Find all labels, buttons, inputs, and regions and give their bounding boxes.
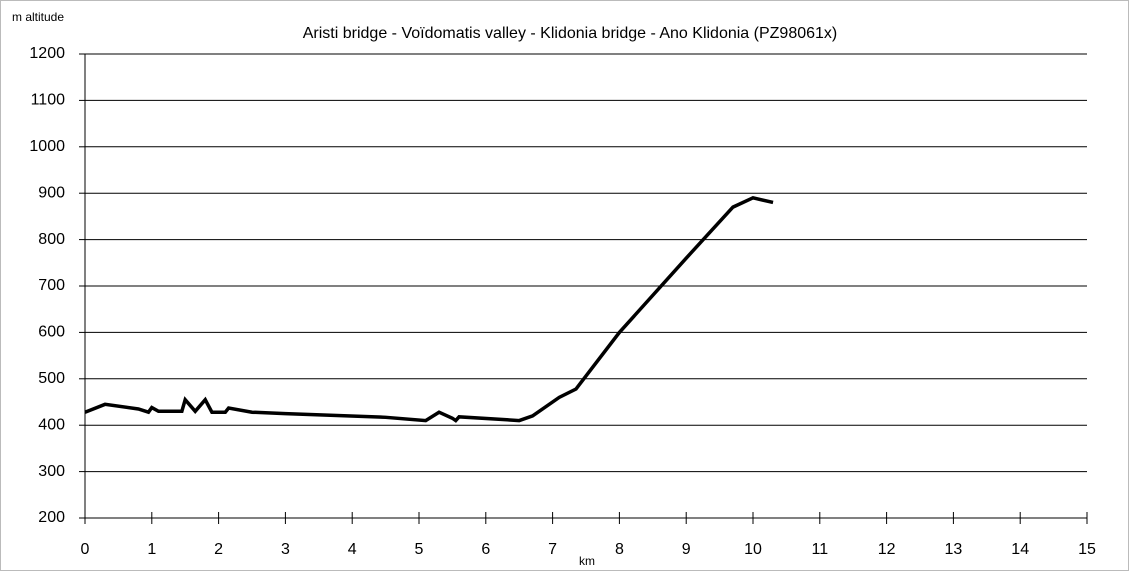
x-tick-label: 4 [348,541,357,558]
x-tick-label: 12 [878,541,896,558]
y-tick-label: 200 [38,509,65,526]
x-tick-label: 0 [81,541,90,558]
y-tick-label: 400 [38,416,65,433]
y-tick-label: 1000 [29,138,65,155]
y-axis-label: m altitude [12,10,64,24]
y-tick-label: 700 [38,277,65,294]
x-tick-label: 2 [214,541,223,558]
x-tick-label: 5 [415,541,424,558]
y-tick-label: 900 [38,184,65,201]
y-tick-label: 600 [38,324,65,341]
x-tick-label: 11 [811,541,828,558]
x-tick-label: 3 [281,541,290,558]
x-tick-label: 8 [615,541,624,558]
y-tick-label: 1200 [29,45,65,62]
x-tick-label: 14 [1011,541,1029,558]
y-tick-label: 800 [38,231,65,248]
chart-title: Aristi bridge - Voïdomatis valley - Klid… [303,25,838,42]
x-tick-label: 13 [945,541,963,558]
y-tick-label: 300 [38,463,65,480]
y-tick-label: 500 [38,370,65,387]
x-tick-label: 6 [481,541,490,558]
y-tick-label: 1100 [31,92,66,109]
x-tick-label: 7 [548,541,557,558]
x-tick-label: 15 [1078,541,1096,558]
x-axis-label: km [579,554,595,568]
x-tick-label: 1 [147,541,156,558]
x-tick-label: 9 [682,541,691,558]
x-tick-label: 10 [744,541,762,558]
data-line [84,195,774,423]
